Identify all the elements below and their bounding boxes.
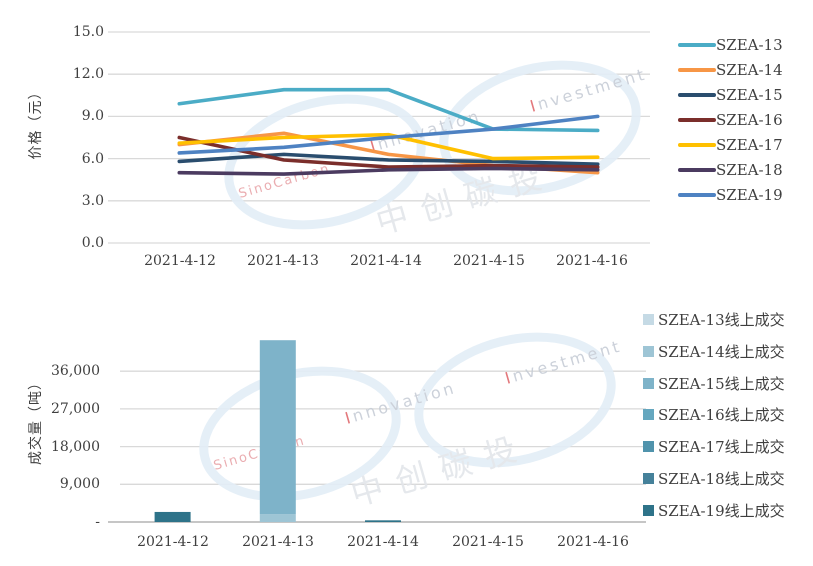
x-tick-label: 2021-4-13: [247, 253, 319, 269]
legend-label: SZEA-13: [716, 36, 783, 54]
x-tick-label: 2021-4-12: [137, 534, 209, 550]
legend-item: SZEA-17: [678, 135, 783, 155]
y-tick-label: 0.0: [81, 235, 104, 251]
y-tick-label: 9,000: [59, 476, 100, 492]
legend-label: SZEA-18: [716, 161, 783, 179]
legend-item: SZEA-13: [678, 35, 783, 55]
x-tick-label: 2021-4-14: [347, 534, 419, 550]
legend-item: SZEA-17线上成交: [643, 436, 785, 456]
legend-line-swatch: [678, 93, 716, 97]
y-tick-label: 27,000: [51, 401, 100, 417]
legend-line-swatch: [678, 118, 716, 122]
legend-label: SZEA-17: [716, 136, 783, 154]
legend-label: SZEA-19线上成交: [658, 501, 785, 520]
legend-item: SZEA-16线上成交: [643, 404, 785, 424]
y-tick-label: 12.0: [72, 66, 104, 82]
legend-item: SZEA-16: [678, 110, 783, 130]
legend-line-swatch: [678, 43, 716, 47]
legend-label: SZEA-16线上成交: [658, 405, 785, 424]
y-tick-label: 6.0: [81, 151, 104, 167]
legend-square-swatch: [643, 504, 654, 516]
legend-label: SZEA-15: [716, 86, 783, 104]
y-tick-label: -: [95, 514, 100, 530]
legend-square-swatch: [643, 377, 654, 389]
y-tick-label: 15.0: [72, 24, 104, 40]
x-tick-label: 2021-4-15: [453, 253, 525, 269]
legend-line-swatch: [678, 143, 716, 147]
svg-text:中创碳投: 中创碳投: [347, 426, 534, 513]
legend-square-swatch: [643, 440, 654, 452]
legend-line-swatch: [678, 193, 716, 197]
legend-label: SZEA-16: [716, 111, 783, 129]
legend-item: SZEA-19: [678, 185, 783, 205]
legend-item: SZEA-15: [678, 85, 783, 105]
legend-label: SZEA-14: [716, 61, 783, 79]
x-tick-label: 2021-4-15: [452, 534, 524, 550]
x-tick-label: 2021-4-13: [242, 534, 314, 550]
y-tick-label: 36,000: [51, 363, 100, 379]
svg-text:SinoCarbon: SinoCarbon: [237, 161, 332, 202]
legend-square-swatch: [643, 408, 654, 420]
legend-item: SZEA-13线上成交: [643, 309, 785, 329]
x-tick-label: 2021-4-16: [556, 253, 628, 269]
y-tick-label: 3.0: [81, 193, 104, 209]
x-tick-label: 2021-4-14: [350, 253, 422, 269]
legend-line-swatch: [678, 168, 716, 172]
x-tick-label: 2021-4-16: [557, 534, 629, 550]
legend-item: SZEA-18: [678, 160, 783, 180]
legend-square-swatch: [643, 313, 654, 325]
legend-label: SZEA-19: [716, 186, 783, 204]
legend-label: SZEA-17线上成交: [658, 437, 785, 456]
legend-label: SZEA-18线上成交: [658, 469, 785, 488]
y-tick-label: 18,000: [51, 439, 100, 455]
legend-item: SZEA-15线上成交: [643, 373, 785, 393]
legend-item: SZEA-14: [678, 60, 783, 80]
y-tick-label: 9.0: [81, 108, 104, 124]
legend-square-swatch: [643, 345, 654, 357]
legend-item: SZEA-18线上成交: [643, 468, 785, 488]
x-tick-label: 2021-4-12: [144, 253, 216, 269]
legend-label: SZEA-15线上成交: [658, 374, 785, 393]
legend-label: SZEA-14线上成交: [658, 342, 785, 361]
legend-label: SZEA-13线上成交: [658, 310, 785, 329]
legend-item: SZEA-19线上成交: [643, 500, 785, 520]
legend-item: SZEA-14线上成交: [643, 341, 785, 361]
legend-square-swatch: [643, 472, 654, 484]
legend-line-swatch: [678, 68, 716, 72]
